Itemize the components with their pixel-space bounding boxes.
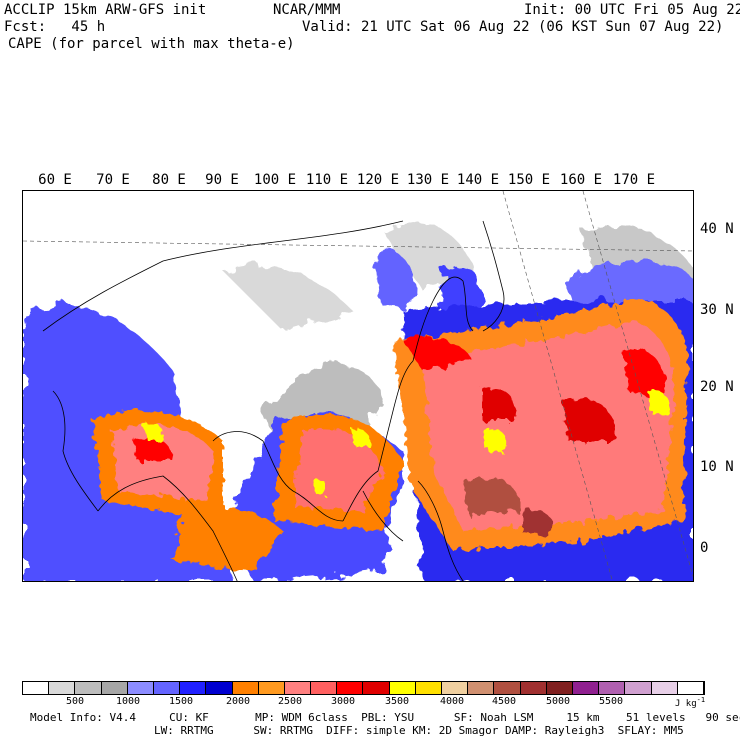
colorbar-label: 3500 (384, 696, 410, 707)
lon-label: 170 E (612, 172, 656, 188)
colorbar-swatch (337, 682, 364, 694)
colorbar-label: 3000 (330, 696, 356, 707)
extreme-cape-brown (463, 477, 552, 536)
colorbar-label: 4000 (439, 696, 465, 707)
colorbar-swatch (520, 682, 547, 694)
colorbar-swatch (625, 682, 652, 694)
colorbar (22, 681, 705, 695)
model-info-line1: Model Info: V4.4 CU: KF MP: WDM 6class P… (30, 711, 740, 724)
lon-label: 80 E (152, 172, 186, 188)
cape-map (22, 190, 694, 582)
colorbar-swatch (546, 682, 573, 694)
colorbar-unit: J kg-1 (674, 696, 706, 709)
colorbar-label: 2500 (277, 696, 303, 707)
coastlines (42, 220, 505, 581)
colorbar-label: 1500 (168, 696, 194, 707)
colorbar-swatch (389, 682, 416, 694)
model-title: ACCLIP 15km ARW-GFS init (4, 2, 207, 18)
lat-label: 40 N (700, 221, 734, 237)
colorbar-label: 500 (65, 696, 85, 707)
lat-label: 20 N (700, 379, 734, 395)
colorbar-swatch (23, 682, 50, 694)
valid-time: Valid: 21 UTC Sat 06 Aug 22 (06 KST Sun … (302, 19, 724, 35)
extreme-cape-yellow (143, 390, 670, 496)
lon-label: 90 E (205, 172, 239, 188)
colorbar-swatch (153, 682, 181, 694)
lat-label: 10 N (700, 459, 734, 475)
lat-label: 30 N (700, 302, 734, 318)
colorbar-swatch (599, 682, 626, 694)
lon-label: 70 E (96, 172, 130, 188)
forecast-hour: Fcst: 45 h (4, 19, 106, 35)
lat-label: 0 (700, 540, 709, 556)
colorbar-swatch (258, 682, 285, 694)
colorbar-swatch (180, 682, 207, 694)
colorbar-label: 1000 (115, 696, 141, 707)
colorbar-label: 5500 (598, 696, 624, 707)
colorbar-label: 4500 (491, 696, 517, 707)
very-high-cape-red (133, 337, 666, 461)
org-label: NCAR/MMM (273, 2, 341, 18)
colorbar-swatch (206, 682, 233, 694)
model-info-line2: LW: RRTMG SW: RRTMG DIFF: simple KM: 2D … (154, 724, 684, 737)
colorbar-swatch (651, 682, 678, 694)
field-title: CAPE (for parcel with max theta-e) (8, 36, 295, 52)
colorbar-swatch (468, 682, 495, 694)
lon-label: 140 E (456, 172, 500, 188)
colorbar-swatch (311, 682, 338, 694)
colorbar-swatch (75, 682, 102, 694)
colorbar-label: 2000 (225, 696, 251, 707)
colorbar-swatch (232, 682, 259, 694)
colorbar-swatch (363, 682, 390, 694)
lon-label: 130 E (406, 172, 450, 188)
colorbar-swatch (284, 682, 312, 694)
lon-label: 120 E (356, 172, 400, 188)
colorbar-swatch (572, 682, 600, 694)
colorbar-swatch (415, 682, 442, 694)
colorbar-swatch (494, 682, 521, 694)
colorbar-swatch (49, 682, 76, 694)
colorbar-swatch (127, 682, 154, 694)
lon-label: 160 E (559, 172, 603, 188)
colorbar-swatch (442, 682, 469, 694)
init-time: Init: 00 UTC Fri 05 Aug 22 (524, 2, 740, 18)
map-canvas (23, 191, 693, 581)
lon-label: 150 E (507, 172, 551, 188)
colorbar-swatch (101, 682, 128, 694)
graticule (23, 191, 693, 581)
lon-label: 110 E (305, 172, 349, 188)
colorbar-label: 5000 (545, 696, 571, 707)
lon-label: 100 E (253, 172, 297, 188)
colorbar-swatch (677, 682, 704, 694)
lon-label: 60 E (38, 172, 72, 188)
